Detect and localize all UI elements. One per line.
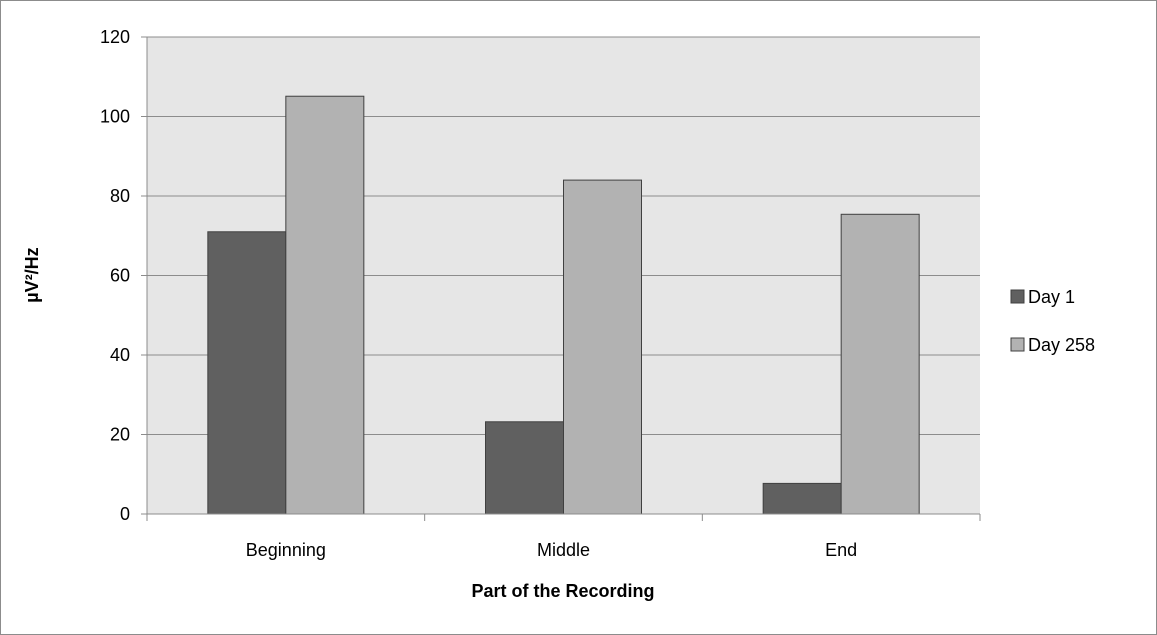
y-tick-label: 100 [100,107,130,127]
bar-day-258-end [840,213,920,515]
x-axis-ticks: Beginning Middle End [146,514,981,560]
legend-label-day-1: Day 1 [1028,287,1075,307]
y-tick-label: 40 [110,345,130,365]
bars [207,95,920,515]
x-tick-label-beginning: Beginning [246,540,326,560]
bar-day-1-beginning [207,231,287,515]
x-axis-title: Part of the Recording [471,581,654,601]
y-tick-label: 0 [120,504,130,524]
bar-day-1-end [762,482,842,515]
legend-swatch-day-1 [1010,289,1025,304]
y-axis-ticks: 0 20 40 60 80 100 120 [100,27,147,524]
legend-label-day-258: Day 258 [1028,335,1095,355]
legend: Day 1 Day 258 [1010,287,1095,355]
y-tick-label: 20 [110,425,130,445]
x-tick-label-end: End [825,540,857,560]
x-tick-label-middle: Middle [537,540,590,560]
bar-day-1-middle [485,421,564,515]
legend-swatch-day-258 [1010,337,1025,352]
y-tick-label: 120 [100,27,130,47]
bar-day-258-beginning [285,95,365,515]
bar-day-258-middle [563,179,642,515]
y-axis-title: µV²/Hz [22,247,42,302]
y-tick-label: 80 [110,186,130,206]
y-tick-label: 60 [110,266,130,286]
